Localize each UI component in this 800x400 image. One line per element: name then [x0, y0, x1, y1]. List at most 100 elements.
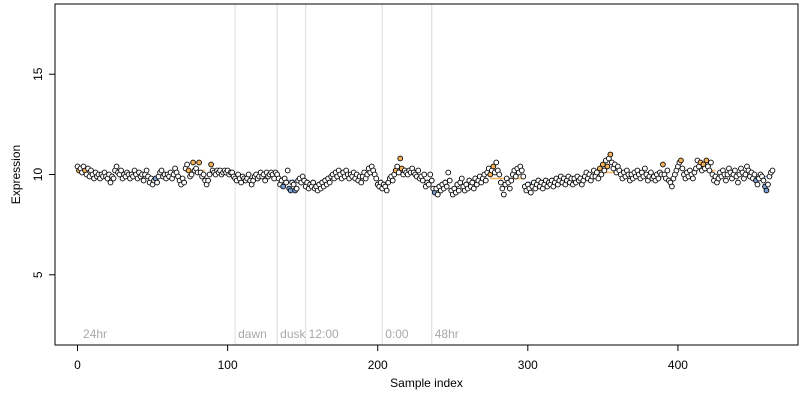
data-point — [500, 191, 507, 198]
data-point — [154, 179, 160, 186]
x-axis: 0 100 200 300 400 — [74, 345, 688, 372]
data-point — [706, 167, 713, 174]
marker-label-2: 12:00 — [309, 327, 339, 341]
data-point — [428, 177, 435, 184]
data-point — [769, 167, 776, 174]
data-point — [493, 159, 500, 166]
y-tick-label-2: 15 — [31, 67, 45, 81]
data-point — [446, 177, 453, 184]
data-point — [181, 179, 187, 186]
data-point — [518, 167, 525, 174]
marker-label-3: 0:00 — [385, 327, 409, 341]
data-point — [601, 167, 608, 174]
data-point — [238, 179, 244, 186]
x-tick-label-4: 400 — [668, 358, 688, 372]
x-tick-label-0: 0 — [74, 358, 81, 372]
data-point — [763, 187, 770, 194]
y-tick-label-1: 10 — [31, 168, 45, 182]
data-point — [143, 167, 150, 174]
data-point — [735, 179, 741, 186]
data-point — [434, 191, 441, 198]
data-point — [751, 171, 758, 178]
data-point — [690, 175, 696, 182]
data-point — [703, 157, 710, 164]
y-tick-label-0: 5 — [31, 271, 45, 278]
data-point — [496, 171, 503, 178]
data-point — [600, 161, 606, 168]
data-point — [200, 171, 207, 178]
y-axis: 5 10 15 — [31, 67, 55, 278]
data-point — [597, 165, 603, 172]
x-axis-label: Sample index — [390, 376, 463, 390]
data-point — [245, 171, 252, 178]
data-point — [425, 181, 432, 188]
data-point — [660, 161, 666, 168]
data-point — [497, 179, 504, 186]
marker-label-0: dawn — [238, 327, 267, 341]
data-point — [196, 159, 202, 166]
data-point — [419, 177, 426, 184]
data-point — [520, 173, 527, 180]
data-point — [443, 183, 450, 190]
data-point — [512, 173, 519, 180]
data-point — [293, 185, 300, 192]
annotations: 24hr dawn dusk 12:00 0:00 48hr — [83, 327, 459, 341]
data-point — [326, 179, 333, 186]
data-point — [754, 181, 761, 188]
data-point — [205, 177, 211, 184]
data-point — [158, 167, 165, 174]
data-point — [208, 161, 214, 168]
data-point — [427, 171, 434, 178]
annotation-start: 24hr — [83, 327, 107, 341]
data-point — [499, 185, 506, 192]
data-point — [421, 171, 428, 178]
data-point — [642, 165, 648, 172]
data-point — [765, 181, 771, 188]
data-point — [415, 167, 422, 174]
data-points — [74, 151, 776, 198]
data-point — [604, 163, 611, 170]
data-point — [594, 169, 600, 176]
x-tick-label-2: 200 — [368, 358, 388, 372]
x-tick-label-3: 300 — [518, 358, 538, 372]
data-point — [445, 169, 452, 176]
data-point — [595, 175, 602, 182]
data-point — [455, 187, 462, 194]
data-point — [284, 167, 291, 174]
data-point — [262, 177, 268, 184]
data-point — [664, 167, 671, 174]
data-point — [140, 177, 147, 184]
data-point — [742, 171, 749, 178]
marker-label-1: dusk — [280, 327, 306, 341]
data-point — [110, 175, 117, 182]
data-point — [708, 159, 714, 166]
data-point — [607, 151, 614, 158]
data-point — [760, 177, 767, 184]
data-point — [469, 179, 476, 186]
data-point — [190, 159, 196, 166]
data-point — [283, 179, 290, 186]
data-point — [310, 179, 317, 186]
data-point — [655, 175, 662, 182]
data-point — [206, 171, 213, 178]
data-point — [397, 155, 404, 162]
data-point — [373, 175, 380, 182]
data-point — [290, 181, 297, 188]
data-point — [506, 185, 513, 192]
data-point — [598, 171, 605, 178]
x-tick-label-1: 100 — [218, 358, 238, 372]
data-point — [679, 165, 686, 172]
data-point — [113, 163, 120, 170]
data-point — [678, 157, 684, 164]
data-point — [184, 161, 190, 168]
data-point — [185, 167, 192, 174]
data-point — [470, 185, 477, 192]
data-point — [280, 183, 287, 190]
data-point — [395, 169, 402, 176]
data-point — [648, 169, 654, 176]
data-point — [118, 167, 124, 174]
data-point — [389, 177, 396, 184]
data-point — [723, 177, 729, 184]
